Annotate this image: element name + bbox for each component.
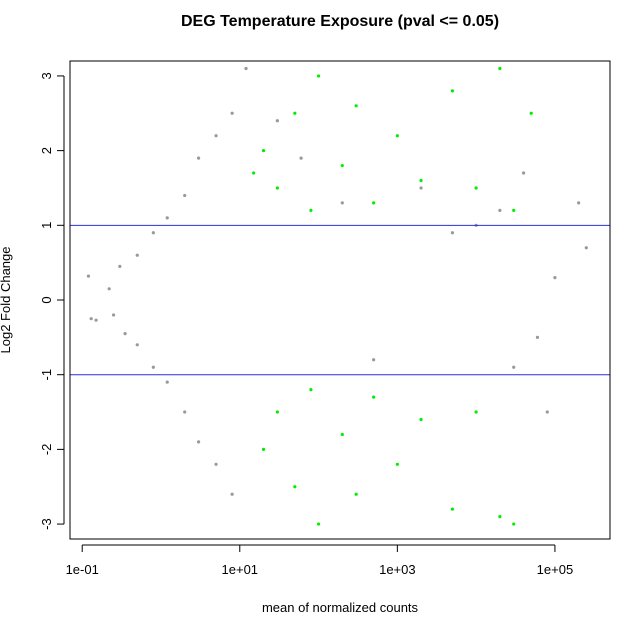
- data-point-1-17: [275, 410, 279, 414]
- data-point-0-27: [450, 231, 455, 235]
- y-tick-label-6: 3: [39, 72, 54, 79]
- data-point-1-1: [261, 149, 266, 153]
- data-point-1-11: [450, 89, 455, 93]
- data-point-0-25: [372, 358, 376, 362]
- data-point-0-11: [165, 216, 169, 220]
- chart-title: DEG Temperature Exposure (pval <= 0.05): [181, 13, 499, 30]
- data-point-1-9: [395, 134, 399, 138]
- data-point-0-36: [521, 171, 526, 175]
- y-tick-label-3: 0: [39, 296, 54, 303]
- data-point-0-7: [135, 253, 139, 257]
- data-point-1-21: [340, 432, 344, 437]
- data-point-1-26: [450, 507, 455, 511]
- data-point-0-13: [183, 193, 187, 198]
- data-point-0-3: [107, 287, 111, 291]
- data-point-1-12: [474, 186, 478, 190]
- y-tick-label-5: 2: [39, 147, 54, 154]
- data-point-0-10: [151, 365, 155, 369]
- y-axis-label: Log2 Fold Change: [0, 247, 13, 354]
- data-point-0-16: [196, 440, 201, 444]
- data-point-0-6: [123, 332, 127, 336]
- data-point-0-15: [196, 156, 201, 160]
- data-point-1-5: [316, 74, 321, 78]
- data-point-0-29: [498, 208, 502, 212]
- data-point-0-31: [535, 335, 540, 339]
- data-point-1-22: [354, 492, 358, 496]
- data-point-1-28: [498, 514, 502, 519]
- data-point-0-1: [89, 317, 93, 321]
- data-point-0-21: [244, 66, 248, 71]
- data-point-0-8: [135, 343, 139, 347]
- x-axis: 1e-01 1e+01 1e+03 1e+05: [66, 544, 574, 577]
- data-point-1-19: [309, 388, 313, 392]
- data-point-1-3: [293, 111, 297, 115]
- data-point-0-19: [230, 111, 234, 115]
- data-point-1-4: [309, 208, 313, 212]
- data-point-0-30: [512, 365, 516, 369]
- y-tick-label-2: -1: [39, 369, 54, 381]
- plot-frame: [69, 60, 611, 540]
- data-point-0-34: [584, 246, 588, 250]
- data-point-0-24: [340, 201, 344, 205]
- data-point-0-14: [183, 410, 187, 414]
- data-point-0-12: [165, 380, 169, 384]
- y-axis: -3 -2 -1 0 1 2 3: [39, 72, 65, 530]
- data-point-1-2: [275, 186, 279, 190]
- data-point-1-0: [252, 171, 256, 175]
- points-layer: [86, 66, 588, 526]
- data-point-1-16: [261, 447, 266, 451]
- x-tick-label-2: 1e+03: [379, 562, 416, 577]
- data-point-0-5: [118, 264, 122, 268]
- data-point-1-20: [316, 522, 321, 526]
- y-tick-label-0: -3: [39, 518, 54, 530]
- data-point-1-23: [372, 395, 376, 399]
- data-point-0-0: [86, 274, 91, 278]
- x-tick-label-0: 1e-01: [66, 562, 99, 577]
- data-point-0-2: [94, 318, 98, 322]
- data-point-1-14: [512, 208, 516, 212]
- y-tick-label-1: -2: [39, 444, 54, 456]
- data-point-0-20: [230, 492, 234, 496]
- data-point-1-25: [419, 417, 423, 422]
- data-point-1-8: [372, 201, 376, 205]
- data-point-1-15: [529, 111, 533, 115]
- data-point-0-35: [545, 410, 549, 414]
- data-point-1-6: [340, 163, 344, 168]
- data-point-1-7: [354, 104, 358, 108]
- x-tick-label-1: 1e+01: [222, 562, 259, 577]
- data-point-1-10: [419, 178, 423, 183]
- data-point-0-4: [111, 313, 116, 317]
- data-point-0-32: [553, 275, 557, 280]
- data-point-0-23: [299, 156, 303, 160]
- data-point-1-24: [395, 462, 399, 466]
- x-axis-label: mean of normalized counts: [262, 600, 419, 615]
- x-tick-label-3: 1e+05: [537, 562, 574, 577]
- data-point-0-17: [214, 134, 218, 138]
- data-point-0-33: [577, 201, 581, 205]
- data-point-1-29: [512, 522, 516, 526]
- data-point-0-22: [275, 119, 279, 123]
- data-point-0-18: [214, 462, 218, 466]
- reference-lines: [70, 224, 610, 376]
- data-point-1-27: [474, 410, 478, 414]
- data-point-1-18: [293, 485, 297, 489]
- y-tick-label-4: 1: [39, 222, 54, 229]
- data-point-0-9: [151, 231, 155, 235]
- data-point-0-26: [419, 186, 423, 190]
- data-point-1-13: [498, 66, 502, 71]
